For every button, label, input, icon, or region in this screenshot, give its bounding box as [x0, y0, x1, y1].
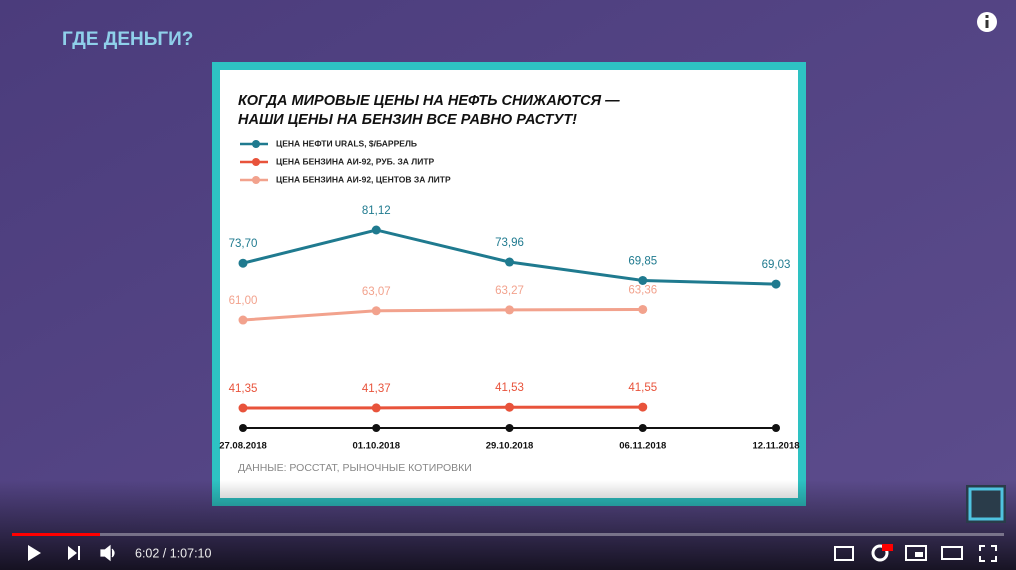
- point: [638, 402, 648, 412]
- axis-dot: [372, 424, 381, 432]
- x-tick-label: 01.10.2018: [352, 441, 400, 452]
- axis-dot: [239, 424, 247, 432]
- volume-button[interactable]: [100, 544, 115, 562]
- channel-logo: [966, 485, 1006, 523]
- channel-logo-mark: [968, 487, 1004, 521]
- point: [371, 306, 381, 316]
- point: [771, 279, 781, 289]
- point: [238, 403, 248, 413]
- point: [238, 315, 248, 325]
- legend-marker: [252, 176, 260, 184]
- value-label: 41,35: [229, 383, 258, 395]
- value-label: 63,07: [362, 286, 391, 298]
- legend-label: ЦЕНА НЕФТИ URALS, $/БАРРЕЛЬ: [276, 138, 417, 148]
- value-label: 69,85: [628, 255, 657, 267]
- value-label: 41,53: [495, 382, 524, 394]
- x-tick-label: 27.08.2018: [219, 441, 267, 452]
- x-tick-label: 29.10.2018: [486, 441, 534, 452]
- point: [638, 304, 648, 314]
- legend-marker: [252, 158, 260, 166]
- point: [505, 402, 514, 412]
- legend-label: ЦЕНА БЕНЗИНА АИ-92, РУБ. ЗА ЛИТР: [276, 156, 435, 166]
- value-label: 73,96: [495, 237, 524, 249]
- value-label: 81,12: [362, 205, 391, 217]
- legend-label: ЦЕНА БЕНЗИНА АИ-92, ЦЕНТОВ ЗА ЛИТР: [276, 174, 451, 184]
- value-label: 61,00: [229, 295, 258, 307]
- info-icon: [985, 20, 989, 28]
- controls-shade: [0, 480, 1016, 570]
- source: ДАННЫЕ: РОССТАТ, РЫНОЧНЫЕ КОТИРОВКИ: [238, 462, 472, 474]
- theater-button[interactable]: [941, 546, 963, 560]
- point: [505, 257, 514, 267]
- point: [638, 275, 648, 285]
- progress-track[interactable]: [12, 533, 1004, 536]
- play-button[interactable]: [28, 545, 41, 561]
- hd-badge: [882, 544, 893, 551]
- x-tick-label: 06.11.2018: [619, 441, 666, 452]
- time-display: 6:02 / 1:07:10: [135, 546, 212, 560]
- info-icon: [985, 15, 989, 18]
- value-label: 73,70: [229, 238, 258, 250]
- next-button[interactable]: [68, 546, 80, 560]
- fullscreen-button[interactable]: [979, 545, 997, 562]
- progress-played: [12, 533, 100, 536]
- legend-marker: [252, 140, 260, 148]
- point: [371, 403, 381, 413]
- value-label: 41,37: [362, 383, 391, 395]
- point: [505, 305, 514, 315]
- axis-dot: [638, 424, 647, 432]
- header-title: ГДЕ ДЕНЬГИ?: [62, 29, 193, 50]
- chart-title: КОГДА МИРОВЫЕ ЦЕНЫ НА НЕФТЬ СНИЖАЮТСЯ —: [238, 93, 620, 109]
- value-label: 69,03: [762, 259, 791, 271]
- value-label: 63,27: [495, 285, 524, 297]
- miniplayer-button[interactable]: [905, 545, 927, 561]
- point: [371, 225, 381, 235]
- miniplayer-icon: [915, 552, 923, 557]
- series-line: [242, 307, 643, 322]
- axis-dot: [505, 424, 514, 432]
- value-label: 41,55: [628, 382, 657, 394]
- settings-button[interactable]: [871, 544, 889, 562]
- subtitles-button[interactable]: [834, 546, 854, 561]
- x-tick-label: 12.11.2018: [752, 441, 799, 452]
- series-line: [242, 405, 643, 410]
- point: [238, 258, 248, 268]
- chart: ЦЕНА НЕФТИ URALS, $/БАРРЕЛЬ ЦЕНА БЕНЗИНА …: [219, 138, 799, 451]
- axis-dot: [772, 424, 780, 432]
- chart-title: НАШИ ЦЕНЫ НА БЕНЗИН ВСЕ РАВНО РАСТУТ!: [238, 112, 577, 128]
- value-label: 63,36: [628, 285, 657, 297]
